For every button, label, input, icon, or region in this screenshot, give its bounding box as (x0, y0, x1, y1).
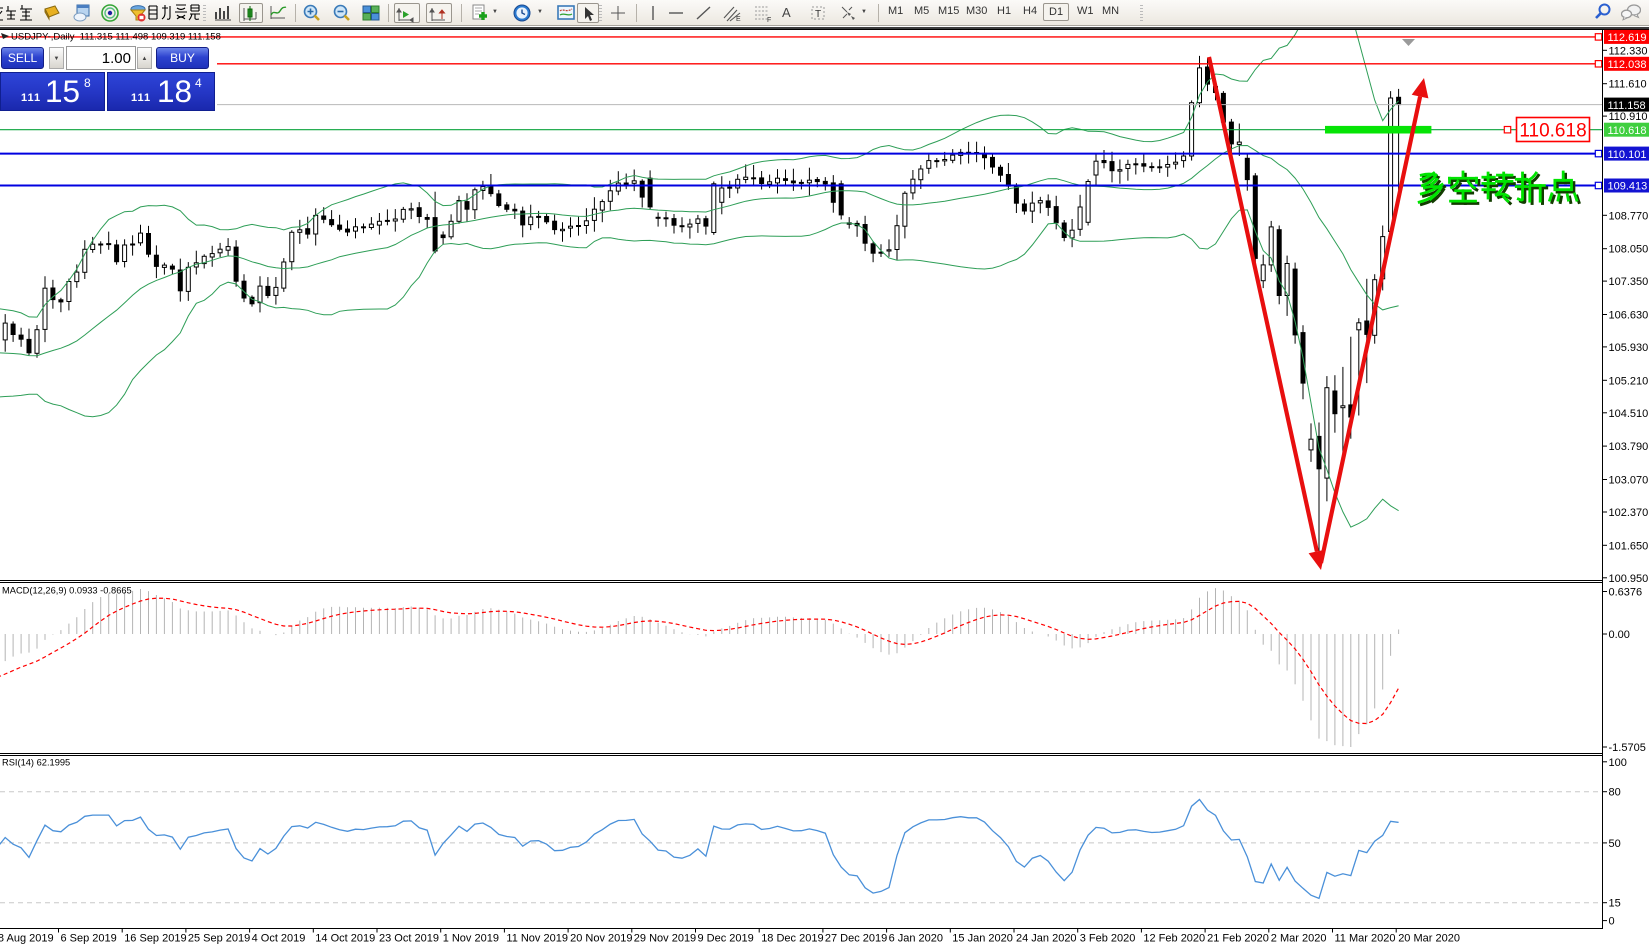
svg-text:16 Sep 2019: 16 Sep 2019 (124, 933, 186, 945)
svg-text:101.650: 101.650 (1609, 540, 1649, 552)
svg-text:109.413: 109.413 (1608, 181, 1648, 193)
svg-text:100: 100 (1609, 757, 1627, 769)
svg-text:25 Sep 2019: 25 Sep 2019 (188, 933, 250, 945)
svg-text:103.070: 103.070 (1609, 475, 1649, 487)
svg-text:111.610: 111.610 (1609, 79, 1647, 91)
svg-text:112.619: 112.619 (1608, 32, 1647, 44)
svg-text:107.350: 107.350 (1609, 276, 1649, 288)
svg-text:106.630: 106.630 (1609, 310, 1649, 322)
svg-text:27 Dec 2019: 27 Dec 2019 (825, 933, 887, 945)
svg-text:110.910: 110.910 (1609, 111, 1648, 123)
svg-text:24 Jan 2020: 24 Jan 2020 (1016, 933, 1077, 945)
svg-text:F: F (767, 17, 771, 23)
svg-text:9 Dec 2019: 9 Dec 2019 (698, 933, 754, 945)
svg-text:11 Nov 2019: 11 Nov 2019 (506, 933, 568, 945)
svg-text:4 Oct 2019: 4 Oct 2019 (252, 933, 306, 945)
svg-text:50: 50 (1609, 838, 1621, 850)
svg-text:RSI(14) 62.1995: RSI(14) 62.1995 (2, 758, 70, 768)
svg-text:108.050: 108.050 (1609, 244, 1649, 256)
svg-text:0.00: 0.00 (1609, 629, 1630, 641)
svg-text:100.950: 100.950 (1609, 573, 1649, 585)
svg-text:102.370: 102.370 (1609, 507, 1649, 519)
svg-text:112.038: 112.038 (1608, 59, 1647, 71)
svg-text:1 Nov 2019: 1 Nov 2019 (443, 933, 499, 945)
svg-text:MACD(12,26,9) 0.0933 -0.8665: MACD(12,26,9) 0.0933 -0.8665 (2, 586, 132, 596)
svg-text:USDJPY-,Daily 111.315 111.498: USDJPY-,Daily 111.315 111.498 109.319 11… (11, 32, 221, 43)
svg-text:29 Nov 2019: 29 Nov 2019 (634, 933, 696, 945)
svg-text:28 Aug 2019: 28 Aug 2019 (0, 933, 54, 945)
svg-text:110.618: 110.618 (1519, 121, 1586, 142)
svg-text:15 Jan 2020: 15 Jan 2020 (952, 933, 1013, 945)
svg-text:105.210: 105.210 (1609, 375, 1649, 387)
svg-text:105.930: 105.930 (1609, 342, 1649, 354)
svg-text:0.6376: 0.6376 (1609, 587, 1643, 599)
svg-text:110.101: 110.101 (1608, 149, 1647, 161)
svg-text:0: 0 (1609, 916, 1615, 928)
svg-text:6 Jan 2020: 6 Jan 2020 (889, 933, 943, 945)
svg-text:23 Oct 2019: 23 Oct 2019 (379, 933, 439, 945)
svg-text:20 Nov 2019: 20 Nov 2019 (570, 933, 632, 945)
svg-text:12 Feb 2020: 12 Feb 2020 (1143, 933, 1205, 945)
svg-text:E: E (736, 16, 741, 23)
svg-text:21 Feb 2020: 21 Feb 2020 (1207, 933, 1269, 945)
svg-text:112.330: 112.330 (1609, 45, 1648, 57)
svg-text:T: T (815, 9, 821, 20)
svg-text:3 Feb 2020: 3 Feb 2020 (1080, 933, 1136, 945)
svg-text:11 Mar 2020: 11 Mar 2020 (1335, 933, 1396, 945)
svg-text:6 Sep 2019: 6 Sep 2019 (61, 933, 117, 945)
svg-text:104.510: 104.510 (1609, 408, 1649, 420)
svg-text:14 Oct 2019: 14 Oct 2019 (315, 933, 375, 945)
svg-text:80: 80 (1609, 787, 1621, 799)
svg-text:20 Mar 2020: 20 Mar 2020 (1398, 933, 1460, 945)
svg-text:2 Mar 2020: 2 Mar 2020 (1271, 933, 1327, 945)
svg-text:103.790: 103.790 (1609, 441, 1649, 453)
svg-text:111.158: 111.158 (1608, 100, 1646, 112)
svg-text:-1.5705: -1.5705 (1609, 742, 1646, 754)
svg-text:108.770: 108.770 (1609, 210, 1649, 222)
svg-text:18 Dec 2019: 18 Dec 2019 (761, 933, 823, 945)
svg-text:15: 15 (1609, 898, 1621, 910)
svg-text:110.618: 110.618 (1608, 125, 1647, 137)
